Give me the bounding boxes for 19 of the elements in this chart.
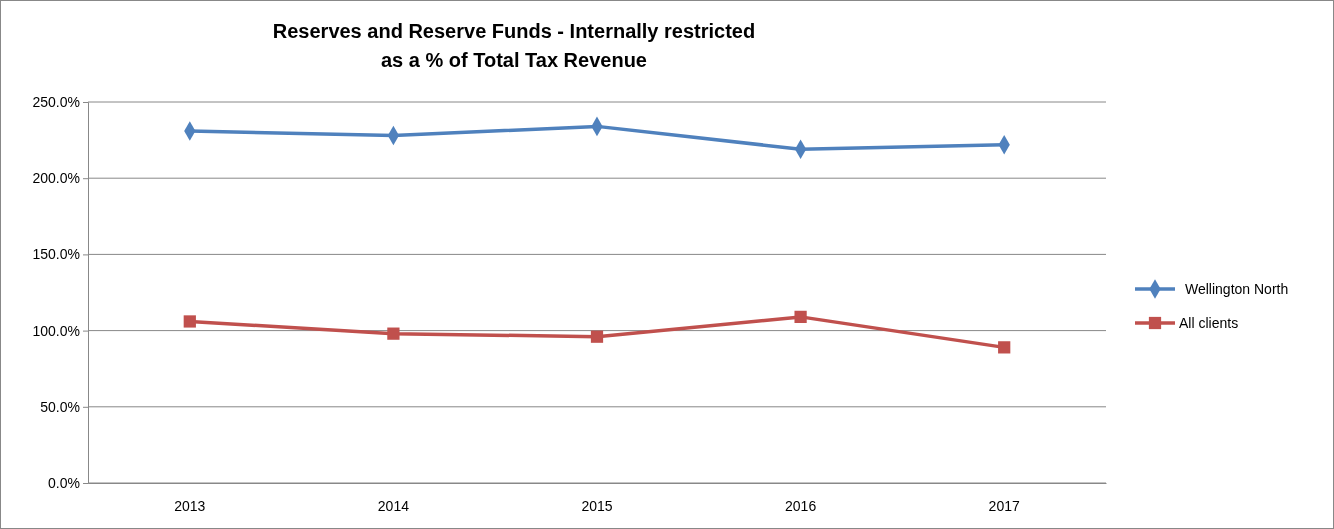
y-tick-label: 0.0% xyxy=(48,474,80,491)
chart-title: Reserves and Reserve Funds - Internally restricted as a % of Total Tax Revenue xyxy=(272,20,756,71)
point xyxy=(998,341,1011,354)
x-tick-label: 2013 xyxy=(174,497,206,514)
point xyxy=(590,330,604,343)
y-tick-label: 150.0% xyxy=(32,246,80,263)
x-tick-label: 2017 xyxy=(988,497,1020,514)
point xyxy=(183,315,196,328)
legend-label: All clients xyxy=(1179,315,1239,331)
x-tick-label: 2016 xyxy=(785,497,817,514)
y-tick-label: 200.0% xyxy=(32,170,80,187)
y-tick-label: 50.0% xyxy=(40,398,80,415)
legend-label: Wellington North xyxy=(1185,281,1289,297)
x-tick-label: 2015 xyxy=(581,497,613,514)
point xyxy=(794,310,807,324)
x-tick-label: 2014 xyxy=(377,497,410,514)
point xyxy=(387,327,400,340)
y-tick-label: 100.0% xyxy=(32,322,80,339)
y-tick-label: 250.0% xyxy=(32,93,80,110)
